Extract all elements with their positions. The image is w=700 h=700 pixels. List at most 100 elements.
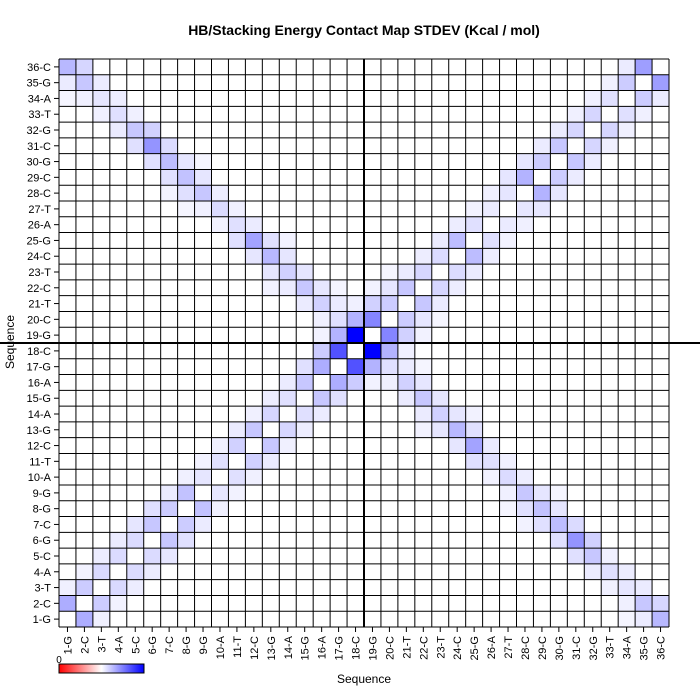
- x-tick-label: 24-C: [452, 636, 464, 660]
- heatmap-cell-34-4: [618, 563, 636, 580]
- heatmap-cell-23-20: [431, 311, 449, 328]
- heatmap-cell-1-2: [59, 595, 76, 612]
- heatmap-cell-15-17: [296, 358, 314, 375]
- heatmap-cell-32-5: [584, 548, 602, 564]
- heatmap-cell-14-13: [279, 421, 297, 438]
- heatmap-cell-17-16: [330, 374, 348, 391]
- heatmap-cell-3-4: [92, 563, 110, 580]
- heatmap-cell-22-15: [414, 390, 432, 407]
- heatmap-cell-25-12: [465, 437, 483, 454]
- heatmap-cell-12-10: [245, 469, 263, 485]
- heatmap-cell-24-14: [448, 406, 466, 422]
- heatmap-cell-21-23: [397, 264, 415, 280]
- heatmap-cell-25-11: [465, 453, 483, 470]
- heatmap-cell-19-20: [364, 311, 381, 328]
- heatmap-cell-33-5: [601, 548, 619, 564]
- heatmap-cell-36-35: [652, 74, 669, 91]
- heatmap-cell-24-26: [448, 216, 466, 233]
- heatmap-cell-29-27: [533, 201, 551, 217]
- heatmap-cell-35-33: [635, 106, 653, 123]
- heatmap-cell-24-22: [448, 279, 466, 296]
- heatmap-cell-17-15: [330, 390, 348, 407]
- heatmap-cell-25-24: [465, 248, 483, 265]
- x-tick-label: 8-G: [181, 636, 193, 654]
- heatmap-cell-30-8: [550, 500, 568, 517]
- heatmap-cell-25-26: [465, 216, 483, 233]
- heatmap-cell-19-16: [364, 374, 381, 391]
- heatmap-cell-3-34: [92, 90, 110, 107]
- heatmap-cell-28-27: [516, 201, 534, 217]
- heatmap-cell-6-5: [143, 548, 161, 564]
- heatmap-cell-4-6: [109, 532, 127, 549]
- heatmap-cell-8-7: [177, 516, 195, 533]
- y-tick-label: 24-C: [27, 251, 51, 263]
- x-tick-label: 6-G: [147, 636, 159, 654]
- heatmap-cell-5-7: [126, 516, 144, 533]
- heatmap-cell-23-14: [431, 406, 449, 422]
- heatmap-cell-18-17: [347, 358, 364, 375]
- heatmap-cell-7-29: [160, 169, 178, 186]
- heatmap-cell-7-5: [160, 548, 178, 564]
- heatmap-cell-34-33: [618, 106, 636, 123]
- heatmap-cell-34-3: [618, 579, 636, 596]
- heatmap-cell-34-1: [618, 611, 636, 627]
- heatmap-cell-14-16: [279, 374, 297, 391]
- heatmap-cell-30-6: [550, 532, 568, 549]
- heatmap-cell-12-13: [245, 421, 263, 438]
- heatmap-cell-21-19: [397, 327, 415, 343]
- heatmap-cell-4-34: [109, 90, 127, 107]
- heatmap-cell-31-33: [567, 106, 585, 123]
- heatmap-cell-17-21: [330, 295, 348, 312]
- x-tick-label: 23-T: [435, 636, 447, 659]
- heatmap-cell-8-27: [177, 201, 195, 217]
- y-tick-label: 33-T: [28, 109, 51, 121]
- heatmap-cell-2-4: [75, 563, 93, 580]
- heatmap-cell-5-31: [126, 137, 144, 154]
- heatmap-cell-20-17: [380, 358, 398, 375]
- heatmap-cell-17-19: [330, 327, 348, 343]
- heatmap-cell-13-15: [262, 390, 280, 407]
- heatmap-cell-8-9: [177, 485, 195, 501]
- y-tick-label: 27-T: [28, 204, 51, 216]
- heatmap-cell-22-13: [414, 421, 432, 438]
- heatmap-cell-24-23: [448, 264, 466, 280]
- y-tick-label: 6-G: [33, 535, 51, 547]
- y-tick-label: 25-G: [27, 235, 51, 247]
- heatmap-cell-28-26: [516, 216, 534, 233]
- y-tick-labels: 1-G 2-C 3-T 4-A 5-C 6-G 7-C 8-G 9-G 10-A 11-T 12-C 1…: [27, 62, 52, 626]
- heatmap-cell-29-7: [533, 516, 551, 533]
- heatmap-cell-32-6: [584, 532, 602, 549]
- x-tick-label: 10-A: [215, 635, 227, 659]
- heatmap-cell-12-11: [245, 453, 263, 470]
- heatmap-cell-15-21: [296, 295, 314, 312]
- heatmap-cell-28-29: [516, 169, 534, 186]
- heatmap-cell-4-5: [109, 548, 127, 564]
- y-tick-label: 35-G: [27, 78, 51, 90]
- heatmap-cell-16-17: [313, 358, 331, 375]
- heatmap-cell-28-9: [516, 485, 534, 501]
- x-tick-label: 18-C: [351, 636, 363, 660]
- heatmap-cell-9-11: [194, 453, 212, 470]
- heatmap-cell-13-24: [262, 248, 280, 265]
- heatmap-cell-30-32: [550, 122, 568, 138]
- y-tick-label: 16-A: [28, 377, 52, 389]
- heatmap-cell-14-25: [279, 232, 297, 249]
- heatmap-cell-6-8: [143, 500, 161, 517]
- heatmap-cell-32-4: [584, 563, 602, 580]
- heatmap-cell-32-31: [584, 137, 602, 154]
- y-tick-label: 10-A: [28, 472, 52, 484]
- heatmap-cell-2-35: [75, 74, 93, 91]
- heatmap-cell-25-14: [465, 406, 483, 422]
- heatmap-cell-3-1: [92, 611, 110, 627]
- heatmap-cell-16-15: [313, 390, 331, 407]
- heatmap-cell-5-33: [126, 106, 144, 123]
- y-tick-label: 32-G: [27, 125, 51, 137]
- heatmap-cell-11-26: [228, 216, 246, 233]
- heatmap-cell-29-9: [533, 485, 551, 501]
- tick-marks: [54, 66, 662, 632]
- heatmap-cell-26-12: [482, 437, 500, 454]
- heatmap-cell-13-22: [262, 279, 280, 296]
- heatmap-cell-18-21: [347, 295, 364, 312]
- heatmap-cell-10-8: [211, 500, 229, 517]
- heatmap-cell-13-14: [262, 406, 280, 422]
